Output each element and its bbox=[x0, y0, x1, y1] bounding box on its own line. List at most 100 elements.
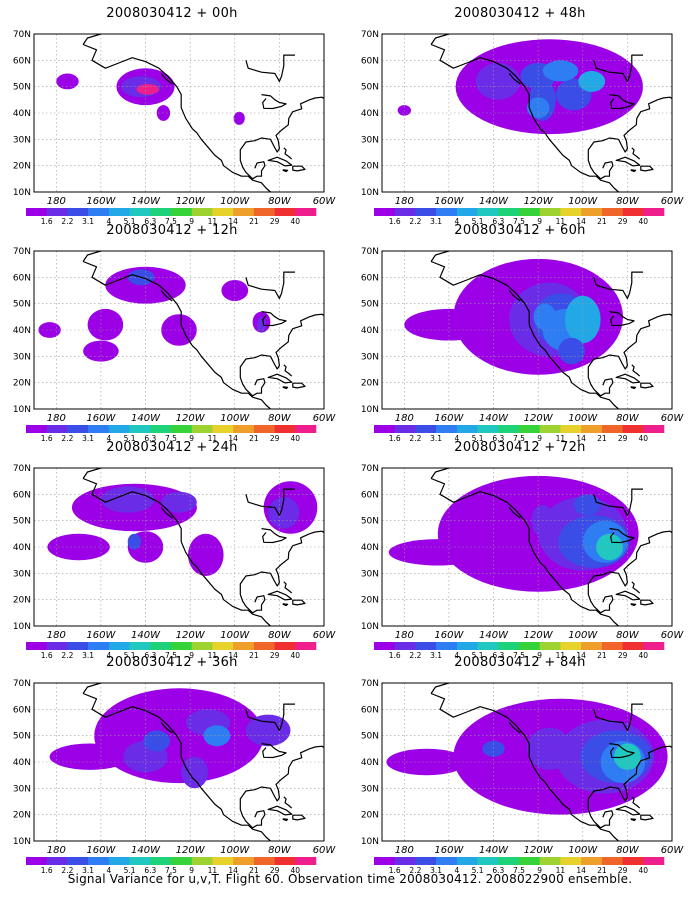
colorbar-swatch bbox=[539, 208, 561, 216]
colorbar-label: 11 bbox=[556, 651, 566, 660]
colorbar-swatch bbox=[622, 425, 644, 433]
island-outline bbox=[267, 590, 293, 601]
grid-lines bbox=[382, 251, 672, 409]
variance-map: 70N 60N 50N 40N 30N 20N 10N 180 160W 140W 120W 100W… bbox=[13, 679, 337, 875]
island-outline bbox=[267, 156, 293, 167]
variance-contour bbox=[87, 308, 124, 341]
colorbar-swatch bbox=[295, 642, 317, 650]
colorbar-swatch bbox=[67, 425, 89, 433]
colorbar-swatch bbox=[539, 425, 561, 433]
colorbar-label: 21 bbox=[597, 651, 607, 660]
colorbar-swatch bbox=[212, 642, 234, 650]
colorbar-label: 11 bbox=[556, 434, 566, 443]
colorbar-swatch bbox=[601, 642, 623, 650]
colorbar-swatch bbox=[129, 857, 151, 865]
colorbar-label: 1.6 bbox=[389, 866, 401, 875]
coastlines bbox=[430, 34, 672, 192]
colorbar-label: 2.2 bbox=[409, 651, 421, 660]
colorbar-swatch bbox=[394, 642, 416, 650]
colorbar-label: 6.3 bbox=[144, 651, 156, 660]
colorbar-label: 40 bbox=[291, 866, 301, 875]
colorbar-swatch bbox=[274, 642, 296, 650]
colorbar-swatch bbox=[374, 642, 395, 650]
latitude-label: 30N bbox=[13, 135, 31, 145]
colorbar-swatch bbox=[394, 208, 416, 216]
colorbar-swatch bbox=[212, 857, 234, 865]
coastline bbox=[508, 722, 521, 734]
latitude-label: 50N bbox=[361, 732, 379, 742]
latitude-label: 10N bbox=[13, 837, 31, 847]
longitude-label: 120W bbox=[176, 630, 206, 641]
coastline bbox=[609, 528, 635, 544]
panel-36h: 2008030412 + 36h 70N 60N 50N 40N 30N 20N 10N 18… bbox=[2, 655, 342, 875]
longitude-label: 60W bbox=[661, 413, 685, 424]
variance-contour bbox=[49, 743, 130, 770]
longitude-label: 100W bbox=[568, 196, 598, 207]
latitude-label: 20N bbox=[13, 811, 31, 821]
coastline bbox=[609, 94, 635, 110]
colorbar-swatch bbox=[456, 857, 478, 865]
variance-contour bbox=[143, 730, 171, 752]
coastline bbox=[82, 251, 102, 262]
colorbar-label: 6.3 bbox=[144, 434, 156, 443]
latitude-label: 10N bbox=[361, 837, 379, 847]
colorbar-swatch bbox=[643, 857, 665, 865]
variance-map: 70N 60N 50N 40N 30N 20N 10N 180 160W 140W 120W 100W… bbox=[361, 30, 685, 226]
colorbar-label: 2.2 bbox=[61, 866, 73, 875]
colorbar-label: 7.5 bbox=[165, 651, 177, 660]
map-border bbox=[33, 682, 325, 842]
longitude-label: 180 bbox=[395, 630, 414, 641]
colorbar-swatch bbox=[171, 642, 192, 650]
colorbar-label: 4 bbox=[107, 434, 112, 443]
latitude-label: 30N bbox=[13, 352, 31, 362]
longitude-label: 120W bbox=[524, 413, 554, 424]
longitude-label: 120W bbox=[524, 630, 554, 641]
island-outline bbox=[630, 169, 637, 173]
variance-contour bbox=[527, 727, 572, 770]
colorbar-swatch bbox=[67, 208, 89, 216]
colorbar-swatch bbox=[581, 857, 603, 865]
colorbar-swatch bbox=[233, 425, 255, 433]
longitude-label: 180 bbox=[47, 845, 66, 856]
longitude-label: 180 bbox=[395, 196, 414, 207]
colorbar-swatch bbox=[88, 642, 110, 650]
colorbar-swatch bbox=[274, 425, 296, 433]
latitude-label: 10N bbox=[361, 622, 379, 632]
coastline bbox=[82, 477, 273, 626]
colorbar-label: 21 bbox=[249, 434, 259, 443]
colorbar-swatch bbox=[295, 208, 317, 216]
coastline bbox=[430, 692, 621, 841]
latitude-label: 60N bbox=[361, 56, 379, 66]
latitude-label: 40N bbox=[361, 758, 379, 768]
colorbar-label: 5.1 bbox=[472, 866, 484, 875]
latitude-label: 20N bbox=[13, 596, 31, 606]
colorbar-swatch bbox=[295, 425, 317, 433]
latitude-label: 10N bbox=[361, 405, 379, 415]
latitude-label: 40N bbox=[13, 758, 31, 768]
colorbar-swatch bbox=[108, 857, 130, 865]
coastlines bbox=[430, 251, 672, 409]
colorbar-label: 4 bbox=[107, 651, 112, 660]
coastlines bbox=[430, 468, 672, 626]
colorbar-swatch bbox=[622, 642, 644, 650]
longitude-label: 60W bbox=[313, 413, 337, 424]
latitude-label: 20N bbox=[361, 379, 379, 389]
longitude-label: 100W bbox=[568, 413, 598, 424]
colorbar-swatch bbox=[191, 642, 213, 650]
colorbar-label: 5.1 bbox=[124, 434, 136, 443]
colorbar-swatch bbox=[498, 642, 520, 650]
colorbar-label: 29 bbox=[618, 866, 628, 875]
colorbar-swatch bbox=[560, 208, 582, 216]
colorbar-swatch bbox=[46, 642, 68, 650]
coastline bbox=[508, 290, 521, 302]
colorbar-swatch bbox=[601, 208, 623, 216]
colorbar-label: 7.5 bbox=[513, 866, 525, 875]
colorbar-label: 3.1 bbox=[430, 866, 442, 875]
coastline bbox=[261, 528, 287, 544]
latitude-label: 70N bbox=[13, 247, 31, 257]
colorbar: 1.6 2.2 3.1 4 5.1 6.3 7.5 9 11 14 21 29 40 bbox=[374, 642, 665, 660]
coastline bbox=[430, 683, 450, 694]
variance-contour bbox=[233, 111, 245, 125]
colorbar-label: 3.1 bbox=[430, 434, 442, 443]
colorbar-swatch bbox=[560, 857, 582, 865]
